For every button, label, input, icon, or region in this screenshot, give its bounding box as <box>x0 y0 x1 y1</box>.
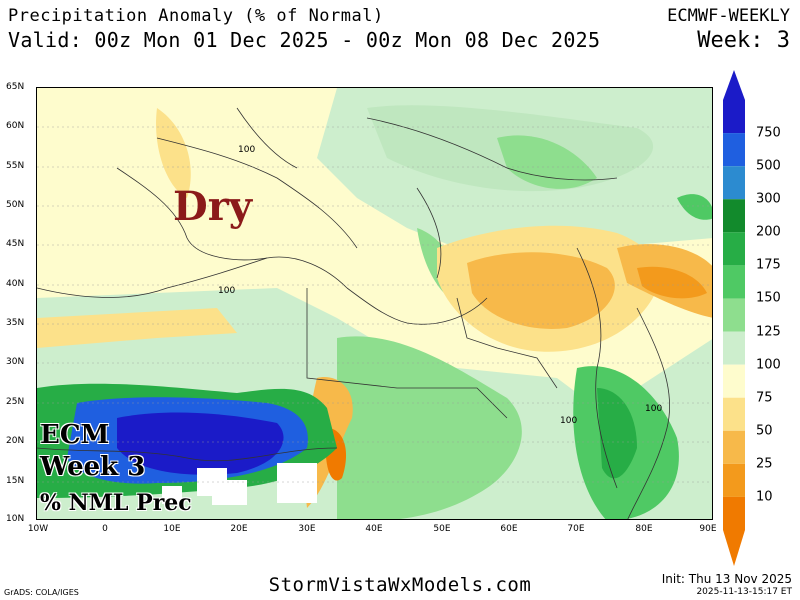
colorbar-level-label: 100 <box>756 357 781 373</box>
dry-area-china-core <box>637 266 707 299</box>
colorbar-level-label: 25 <box>756 456 773 472</box>
dry-area-afghanistan <box>467 252 615 329</box>
dry-area-europe <box>156 108 191 198</box>
colorbar-level-label: 10 <box>756 489 773 505</box>
colorbar-segment <box>723 199 745 233</box>
colorbar-segment <box>723 397 745 431</box>
colorbar-segment <box>723 496 745 530</box>
lat-label: 45N <box>6 239 25 249</box>
colorbar-segment <box>723 331 745 365</box>
lat-label: 35N <box>6 318 25 328</box>
colorbar-level-label: 150 <box>756 290 781 306</box>
lon-label: 40E <box>365 524 383 534</box>
ecm-annotation-line2: Week 3 <box>40 452 146 482</box>
colorbar-level-label: 125 <box>756 324 781 340</box>
grads-credit: GrADS: COLA/IGES <box>4 588 79 597</box>
colorbar-segment <box>723 166 745 200</box>
dry-annotation: Dry <box>173 183 253 230</box>
colorbar-segment <box>723 463 745 497</box>
colorbar-segment <box>723 298 745 332</box>
valid-period: Valid: 00z Mon 01 Dec 2025 - 00z Mon 08 … <box>8 28 601 52</box>
lon-label: 70E <box>567 524 585 534</box>
colorbar-level-label: 75 <box>756 390 773 406</box>
country-borders <box>37 107 671 519</box>
lat-label: 50N <box>6 200 25 210</box>
colorbar-level-label: 750 <box>756 125 781 141</box>
wet-area-india-core <box>597 388 637 479</box>
lat-label: 30N <box>6 357 25 367</box>
contour-label: 100 <box>218 286 236 296</box>
colorbar-level-label: 50 <box>756 423 773 439</box>
lon-label: 60E <box>500 524 518 534</box>
colorbar-level-label: 175 <box>756 257 781 273</box>
lat-label: 15N <box>6 476 25 486</box>
no-data-patch <box>162 486 182 504</box>
colorbar-segment <box>723 232 745 266</box>
lon-label: 80E <box>635 524 653 534</box>
lat-label: 25N <box>6 397 25 407</box>
model-name: ECMWF-WEEKLY <box>667 6 790 26</box>
colorbar-segment <box>723 364 745 398</box>
dry-area-sahara-north <box>37 308 237 348</box>
ecm-annotation-line1: ECM <box>40 420 110 450</box>
generated-timestamp: 2025-11-13-15:17 ET <box>696 587 792 597</box>
anomaly-map-svg <box>37 88 712 519</box>
map-title: Precipitation Anomaly (% of Normal) <box>8 6 384 26</box>
colorbar-top-arrow <box>723 70 745 100</box>
contour-label: 100 <box>645 404 663 414</box>
lat-label: 60N <box>6 121 25 131</box>
lon-label: 50E <box>433 524 451 534</box>
init-time: Init: Thu 13 Nov 2025 <box>661 572 792 586</box>
no-data-patch <box>277 463 317 503</box>
colorbar-segment <box>723 133 745 167</box>
lon-label: 90E <box>699 524 717 534</box>
colorbar-segment <box>723 100 745 134</box>
colorbar-bottom-arrow <box>723 530 745 566</box>
contour-label: 100 <box>238 145 256 155</box>
colorbar-segment <box>723 265 745 299</box>
lon-label: 10E <box>163 524 181 534</box>
wet-area-east <box>677 194 712 220</box>
lon-label: 30E <box>298 524 316 534</box>
colorbar <box>723 70 745 566</box>
colorbar-level-label: 200 <box>756 224 781 240</box>
lat-label: 10N <box>6 514 25 524</box>
no-data-patch <box>212 480 247 505</box>
wet-area-arabia <box>337 336 522 519</box>
colorbar-level-label: 300 <box>756 191 781 207</box>
colorbar-level-label: 500 <box>756 158 781 174</box>
lon-label: 20E <box>230 524 248 534</box>
week-label: Week: 3 <box>697 28 790 53</box>
anomaly-map <box>36 87 713 520</box>
lon-label: 10W <box>27 524 49 534</box>
ecm-annotation-line3: % NML Prec <box>40 490 192 516</box>
wet-area-kazakhstan <box>497 135 597 189</box>
colorbar-segment <box>723 430 745 464</box>
lat-label: 65N <box>6 82 25 92</box>
lat-label: 55N <box>6 161 25 171</box>
brand-footer: StormVistaWxModels.com <box>268 574 532 596</box>
contour-label: 100 <box>560 416 578 426</box>
lat-label: 20N <box>6 436 25 446</box>
lat-label: 40N <box>6 279 25 289</box>
lon-label: 0 <box>102 524 108 534</box>
